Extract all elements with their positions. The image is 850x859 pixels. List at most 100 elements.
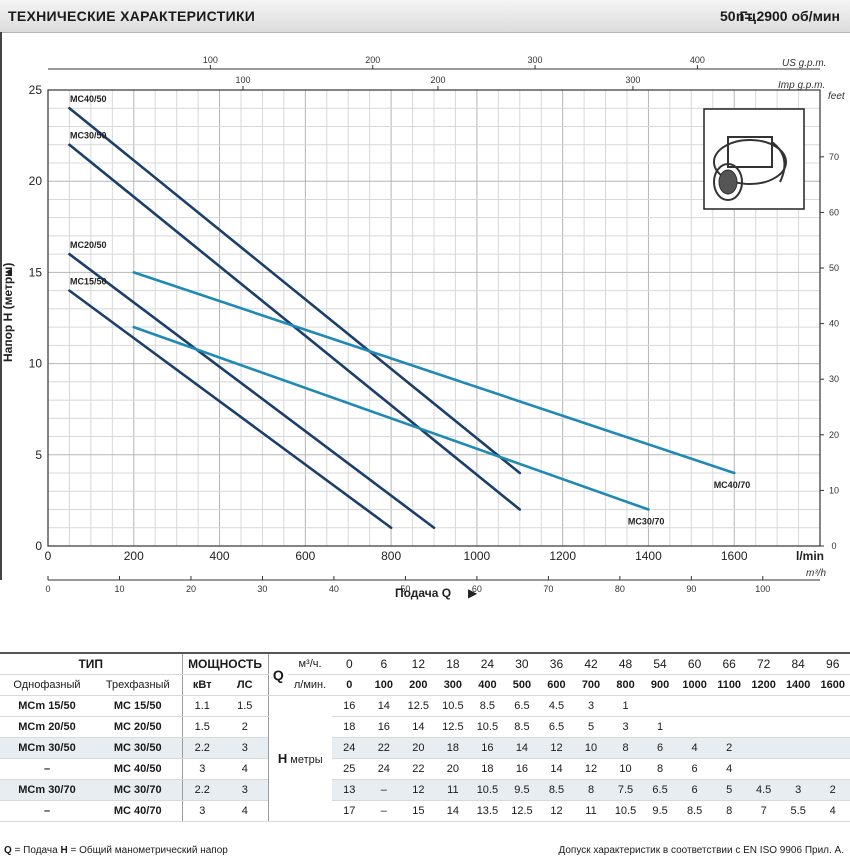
lmin-cell: 1000: [677, 674, 712, 696]
head-value-cell: 10.5: [608, 800, 643, 822]
m3h-cell: 84: [780, 652, 816, 675]
lmin-cell: 1600: [815, 674, 850, 696]
lmin-cell: 500: [504, 674, 540, 696]
m3h-tick-label: 90: [686, 584, 696, 594]
head-value-cell: 10: [573, 737, 609, 759]
lmin-cell: 300: [435, 674, 471, 696]
curve-mc40-70: [132, 271, 736, 475]
head-symbol: H: [277, 751, 288, 766]
x-tick-label: 200: [124, 549, 144, 563]
q-header: Q: [267, 652, 289, 696]
head-value-cell: 18: [470, 758, 505, 780]
m3h-tick-label: 80: [615, 584, 625, 594]
curve-mc30-70: [132, 325, 650, 511]
lmin-cell: 1200: [746, 674, 781, 696]
impgpm-tick-label: 300: [625, 75, 640, 85]
lmin-cell: 100: [366, 674, 402, 696]
curve-label: MC30/70: [628, 517, 665, 527]
m3h-tick-label: 40: [329, 584, 339, 594]
power-kw: 1.1: [181, 695, 222, 717]
three-phase-model: MC 40/70: [94, 800, 182, 822]
head-value-cell: [815, 758, 850, 780]
usgpm-tick-label: 300: [528, 55, 543, 65]
head-value-cell: 3: [608, 716, 643, 738]
power-kw: 3: [181, 758, 222, 780]
head-value-cell: 10.5: [470, 779, 505, 801]
head-value-cell: –: [366, 779, 402, 801]
head-value-cell: 8: [573, 779, 609, 801]
head-value-cell: 8.5: [470, 695, 505, 717]
head-value-cell: 16: [332, 695, 367, 717]
usgpm-tick-label: 100: [203, 55, 218, 65]
single-phase-header: Однофазный: [0, 674, 94, 696]
head-value-cell: 18: [332, 716, 367, 738]
curve-label: MC40/50: [70, 94, 107, 104]
m3h-unit: m³/h: [806, 568, 826, 579]
curve-mc15-50: [68, 289, 393, 530]
footer-q: Q: [4, 845, 12, 856]
feet-tick-label: 30: [829, 374, 839, 384]
head-value-cell: 3: [573, 695, 609, 717]
head-value-cell: 13: [332, 779, 367, 801]
type-header: ТИП: [0, 652, 182, 675]
head-value-cell: 20: [435, 758, 471, 780]
head-value-cell: 6: [642, 737, 678, 759]
single-phase-model: MCm 20/50: [0, 716, 94, 738]
usgpm-tick-label: 200: [365, 55, 380, 65]
head-value-cell: 12: [539, 737, 574, 759]
curve-label: MC40/70: [714, 480, 751, 490]
y-axis-arrow: ▲: [1, 266, 15, 278]
m3h-header: м³/ч.: [288, 652, 333, 675]
head-value-cell: [677, 716, 712, 738]
lmin-cell: 700: [573, 674, 609, 696]
x-axis-arrow: ▶: [468, 586, 478, 600]
head-value-cell: –: [366, 800, 402, 822]
m3h-tick-label: 20: [186, 584, 196, 594]
m3h-tick-label: 60: [472, 584, 482, 594]
head-value-cell: 10.5: [470, 716, 505, 738]
curve-label: MC15/50: [70, 277, 107, 287]
power-kw: 2.2: [181, 779, 222, 801]
lmin-cell: 600: [539, 674, 574, 696]
head-value-cell: 18: [435, 737, 471, 759]
m3h-tick-label: 0: [45, 584, 50, 594]
table-row: – MC 40/50 3 4 25 24 22 20 18 16 14 12 10 8 6 4: [0, 758, 850, 780]
head-value-cell: 8.5: [677, 800, 712, 822]
head-label-cell: H метры: [267, 695, 333, 822]
spec-table: ТИП МОЩНОСТЬ Q м³/ч. 0 6 12 18 24 30 36 …: [0, 652, 850, 822]
head-value-cell: 6: [677, 779, 712, 801]
y-tick-label: 25: [29, 83, 43, 97]
head-value-cell: 20: [401, 737, 436, 759]
table-row: – MC 40/70 3 4 17–15 14 13.5 12.5 12 11 10.5 9.5 8.5…: [0, 800, 850, 822]
power-hp: 2: [222, 716, 269, 738]
m3h-cell: 96: [815, 652, 850, 675]
head-value-cell: 14: [539, 758, 574, 780]
y-tick-label: 10: [29, 357, 43, 371]
three-phase-model: MC 40/50: [94, 758, 182, 780]
footer-h: H: [60, 845, 68, 856]
head-value-cell: 4.5: [539, 695, 574, 717]
impgpm-unit: Imp g.p.m.: [778, 80, 825, 91]
head-value-cell: 24: [366, 758, 402, 780]
head-value-cell: 24: [332, 737, 367, 759]
head-value-cell: 6.5: [642, 779, 678, 801]
three-phase-model: MC 30/50: [94, 737, 182, 759]
hp-header: ЛС: [222, 674, 269, 696]
page-title: ТЕХНИЧЕСКИЕ ХАРАКТЕРИСТИКИ: [8, 8, 256, 24]
head-value-cell: 3: [780, 779, 816, 801]
frequency-label: 50 Гц: [719, 8, 756, 24]
head-value-cell: 8: [642, 758, 678, 780]
x-tick-label: 1000: [464, 549, 491, 563]
head-value-cell: 2: [711, 737, 747, 759]
power-kw: 2.2: [181, 737, 222, 759]
head-value-cell: 4: [711, 758, 747, 780]
y-tick-label: 20: [29, 174, 43, 188]
head-value-cell: [746, 695, 781, 717]
single-phase-model: MCm 30/50: [0, 737, 94, 759]
chart-curves: MC40/50 MC30/50 MC20/50 MC15/50 MC40/70 MC30/…: [68, 94, 751, 530]
m3h-cell: 42: [573, 652, 609, 675]
single-phase-model: –: [0, 800, 94, 822]
head-value-cell: 12: [573, 758, 609, 780]
lmin-cell: 200: [401, 674, 436, 696]
head-value-cell: 16: [470, 737, 505, 759]
